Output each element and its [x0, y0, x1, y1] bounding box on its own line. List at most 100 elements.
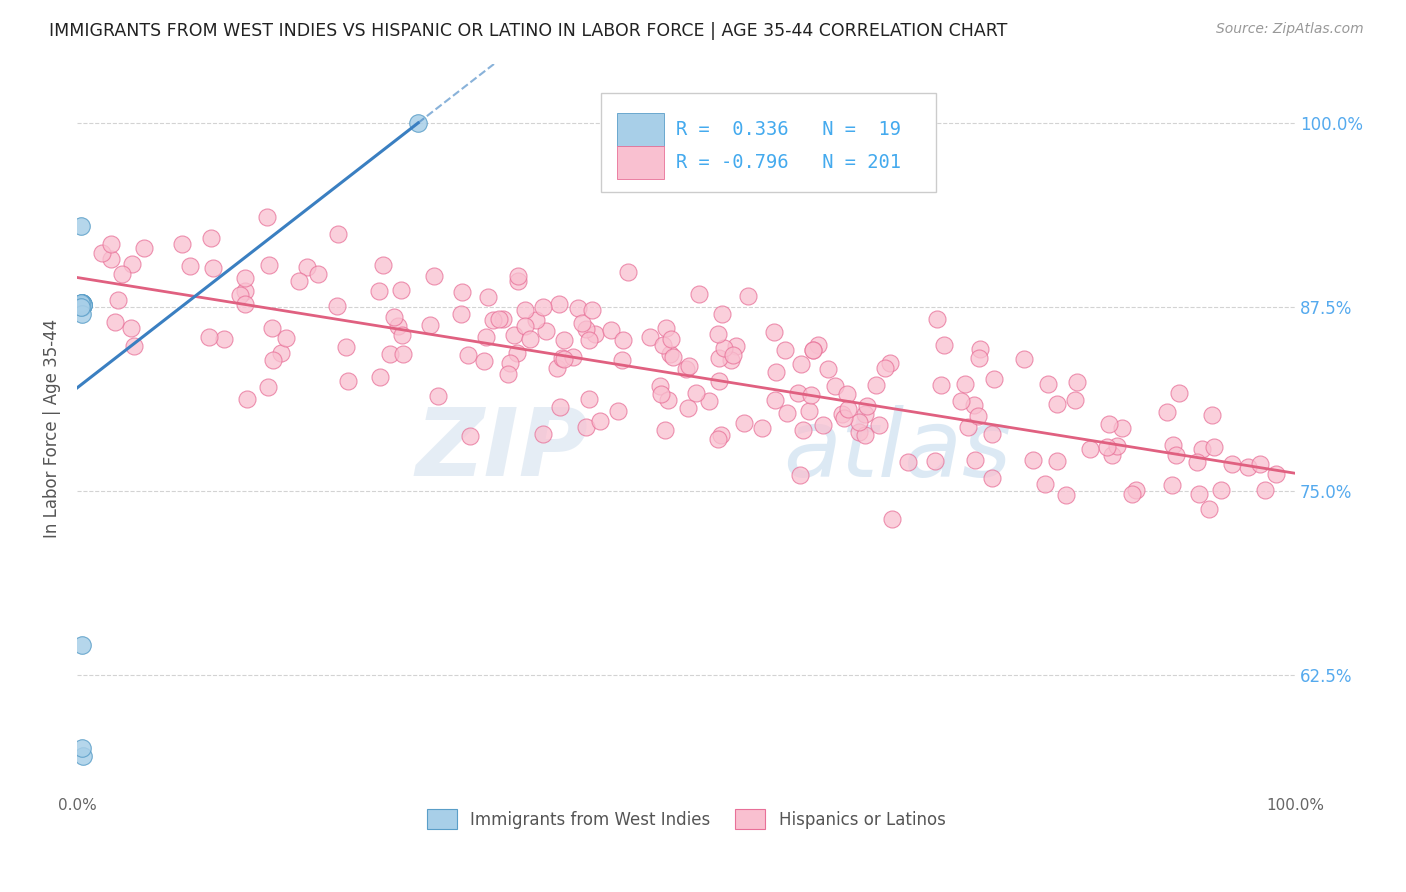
Point [378, 347, 401, 361]
Point [1064, 392, 1087, 407]
Point [236, 392, 259, 407]
Point [492, 312, 515, 326]
Point [107, 293, 129, 307]
Point [707, 351, 730, 366]
Point [967, 409, 990, 424]
Point [132, 241, 155, 255]
Point [969, 342, 991, 356]
Point [519, 332, 541, 346]
Point [882, 512, 904, 526]
Point [1101, 448, 1123, 462]
Point [389, 283, 412, 297]
Point [799, 403, 821, 417]
Point [90, 246, 112, 260]
Point [262, 320, 284, 334]
Point [387, 318, 409, 333]
Point [927, 312, 949, 326]
Point [610, 353, 633, 368]
Point [792, 423, 814, 437]
Point [706, 326, 728, 341]
Point [233, 297, 256, 311]
Point [765, 365, 787, 379]
Point [897, 455, 920, 469]
Point [589, 414, 612, 428]
Point [848, 415, 870, 429]
Point [457, 348, 479, 362]
Point [257, 258, 280, 272]
Point [1078, 442, 1101, 456]
Point [262, 353, 284, 368]
Point [1161, 437, 1184, 451]
Point [382, 310, 405, 324]
Point [953, 377, 976, 392]
Point [326, 299, 349, 313]
Point [737, 289, 759, 303]
Point [477, 289, 499, 303]
Point [488, 312, 510, 326]
Point [1237, 459, 1260, 474]
Point [879, 356, 901, 370]
Point [1249, 457, 1271, 471]
Point [983, 372, 1005, 386]
Point [326, 227, 349, 241]
Point [274, 331, 297, 345]
Point [659, 332, 682, 346]
Point [458, 429, 481, 443]
Point [307, 267, 329, 281]
Point [524, 313, 547, 327]
Point [202, 260, 225, 275]
Text: R =  0.336   N =  19: R = 0.336 N = 19 [676, 120, 901, 139]
Point [70, 295, 93, 310]
Point [200, 231, 222, 245]
Point [848, 425, 870, 439]
Point [688, 286, 710, 301]
Point [654, 423, 676, 437]
Point [1156, 405, 1178, 419]
Text: Source: ZipAtlas.com: Source: ZipAtlas.com [1216, 22, 1364, 37]
Point [1191, 442, 1213, 456]
Point [1095, 441, 1118, 455]
Point [807, 338, 830, 352]
Point [571, 316, 593, 330]
Point [648, 378, 671, 392]
FancyBboxPatch shape [617, 145, 664, 179]
Point [427, 389, 450, 403]
Point [578, 392, 600, 406]
Point [531, 300, 554, 314]
Point [949, 394, 972, 409]
Point [515, 318, 537, 333]
Point [855, 400, 877, 414]
Point [567, 301, 589, 315]
Point [678, 359, 700, 374]
Point [583, 326, 606, 341]
Point [675, 361, 697, 376]
Point [553, 351, 575, 366]
FancyBboxPatch shape [600, 93, 936, 192]
Point [70, 741, 93, 756]
Point [1254, 483, 1277, 498]
Point [72, 297, 94, 311]
Point [70, 300, 93, 314]
Point [1111, 421, 1133, 435]
Point [980, 427, 1002, 442]
Point [1164, 448, 1187, 462]
Point [801, 343, 824, 357]
Point [295, 260, 318, 275]
Point [506, 274, 529, 288]
Point [710, 427, 733, 442]
Point [817, 362, 839, 376]
Point [581, 303, 603, 318]
Point [270, 346, 292, 360]
Point [391, 328, 413, 343]
Point [962, 398, 984, 412]
Point [1167, 386, 1189, 401]
Point [868, 418, 890, 433]
Point [1188, 486, 1211, 500]
Point [929, 377, 952, 392]
Point [548, 401, 571, 415]
Point [70, 298, 93, 312]
Point [506, 345, 529, 359]
Point [472, 353, 495, 368]
Point [70, 295, 93, 310]
Point [1264, 467, 1286, 481]
